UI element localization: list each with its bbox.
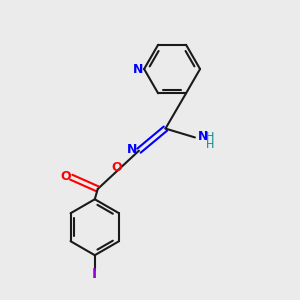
Text: O: O	[112, 161, 122, 174]
Text: H: H	[206, 131, 214, 142]
Text: I: I	[92, 267, 98, 281]
Text: N: N	[198, 130, 208, 143]
Text: O: O	[61, 170, 71, 183]
Text: N: N	[132, 62, 143, 76]
Text: N: N	[127, 143, 138, 156]
Text: H: H	[206, 140, 214, 150]
